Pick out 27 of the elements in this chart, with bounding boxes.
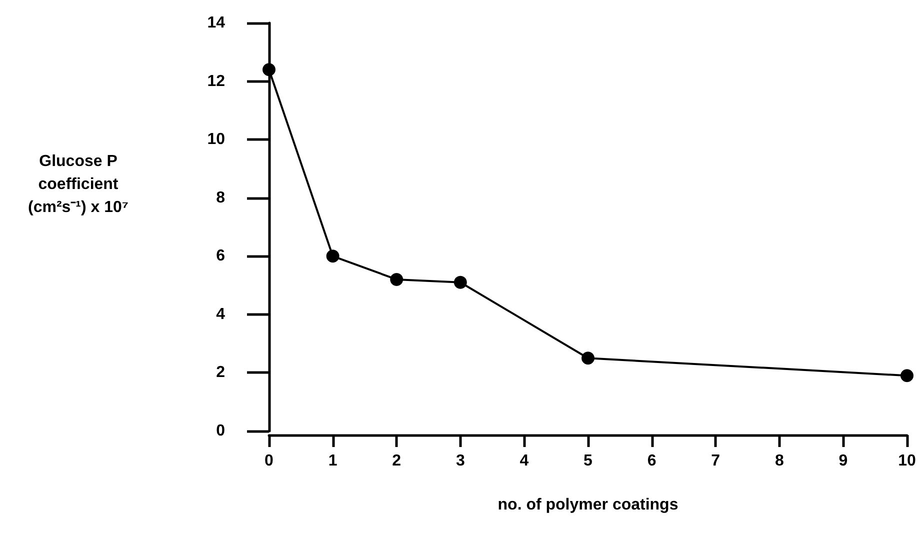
x-tick-label: 7: [711, 452, 720, 470]
y-tick-label: 0: [216, 422, 226, 440]
x-tick-label: 8: [774, 452, 784, 470]
x-tick-label: 9: [838, 452, 848, 470]
y-tick-label: 2: [216, 364, 226, 382]
y-tick-label: 10: [207, 131, 226, 148]
y-tick-label: 12: [207, 72, 226, 90]
point: [582, 352, 594, 365]
x-tick-label: 5: [584, 452, 593, 470]
y-axis-title: Glucose P coefficient (cm²s⁻¹) x 10⁷: [28, 153, 129, 216]
x-tick-label: 4: [520, 452, 529, 470]
point: [454, 276, 467, 289]
y-tick-label: 14: [207, 14, 226, 32]
point: [900, 369, 914, 382]
x-tick-label: 6: [647, 452, 656, 470]
y-tick-label: 4: [216, 306, 226, 323]
y-tick-label: 6: [216, 248, 226, 265]
x-tick-label: 10: [898, 452, 916, 470]
x-tick-label: 3: [456, 452, 465, 470]
point: [262, 63, 276, 76]
x-tick-label: 1: [328, 452, 338, 470]
x-tick-label: 0: [264, 452, 274, 470]
x-tick-label: 2: [392, 452, 402, 470]
x-axis-title: no. of polymer coatings: [498, 496, 678, 514]
y-tick-label: 8: [216, 189, 226, 206]
point: [390, 272, 404, 286]
point: [326, 250, 340, 263]
